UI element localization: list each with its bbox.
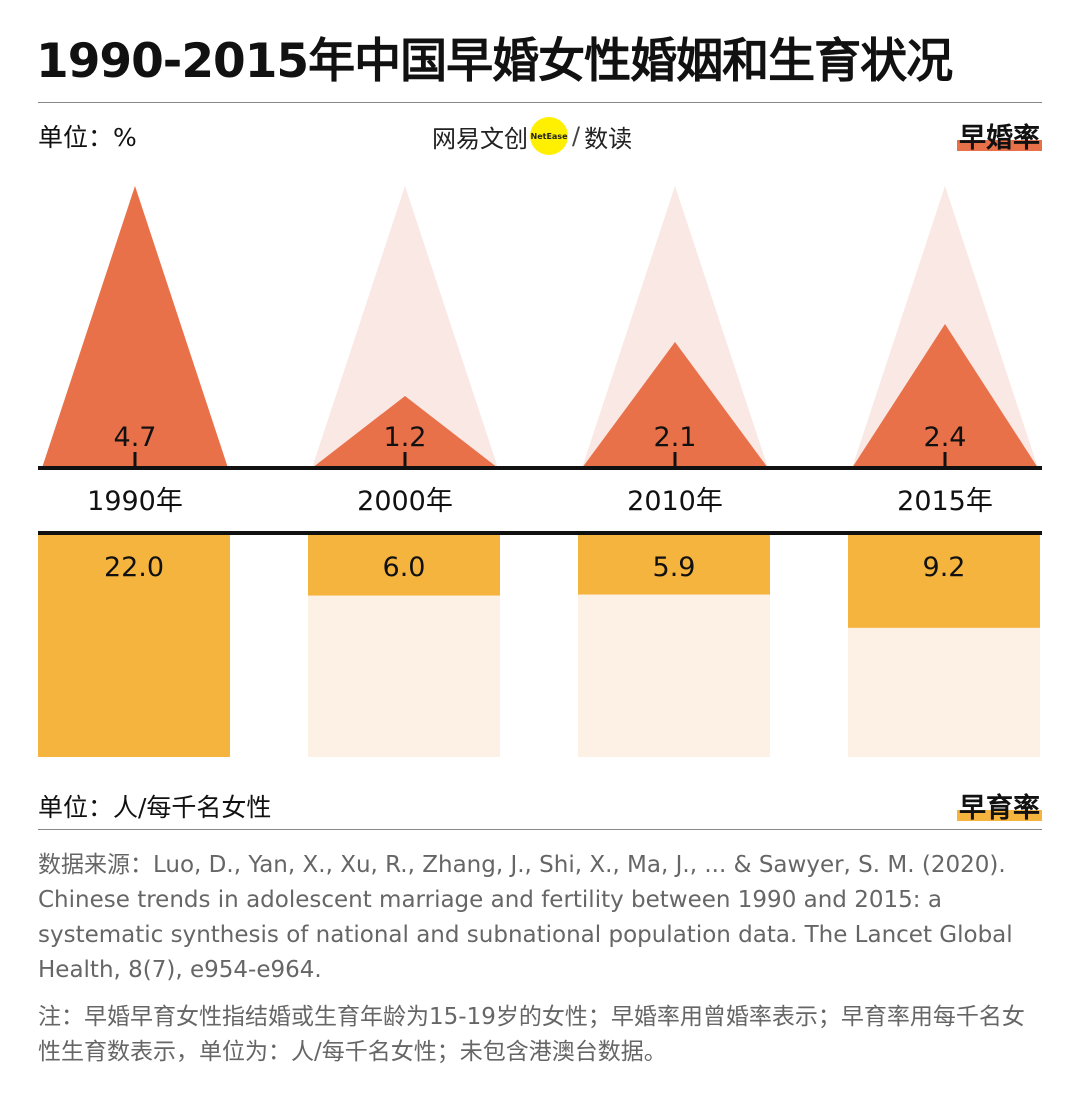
value-label: 4.7	[114, 422, 157, 453]
value-label: 5.9	[653, 552, 696, 583]
triangle	[312, 396, 498, 468]
legend-entry: 早婚率	[957, 116, 1042, 155]
bar	[308, 535, 500, 596]
x-tick-label: 2015年	[897, 486, 993, 517]
value-label: 2.4	[924, 422, 967, 453]
triangle-background	[582, 186, 768, 468]
value-label: 9.2	[923, 552, 966, 583]
logo-badge: NetEase	[530, 117, 568, 155]
bar	[578, 535, 770, 595]
source: 数据来源：Luo, D., Yan, X., Xu, R., Zhang, J.…	[38, 852, 1013, 983]
value-label: 22.0	[104, 552, 164, 583]
triangle	[582, 342, 768, 468]
value-label: 6.0	[383, 552, 426, 583]
value-label: 2.1	[654, 422, 697, 453]
note: 注：早婚早育女性指结婚或生育年龄为15-19岁的女性；早婚率用曾婚率表示；早育率…	[38, 1004, 1025, 1065]
logo: 网易文创 NetEase / 数读	[432, 116, 632, 156]
chart: 4.7 1.2 2.1 2.4 1990年 2000年 2010年 2015年 22.0 6.0 5…	[38, 186, 1042, 757]
x-tick-label: 1990年	[87, 486, 183, 517]
divider	[38, 829, 1042, 830]
x-tick-label: 2000年	[357, 486, 453, 517]
unit-label: 单位：%	[38, 123, 137, 152]
legend-entry: 早育率	[957, 786, 1042, 825]
title: 1990-2015年中国早婚女性婚姻和生育状况	[36, 34, 953, 89]
unit-label: 单位：人/每千名女性	[38, 793, 272, 822]
triangle	[42, 186, 228, 468]
bar	[848, 535, 1040, 628]
bar	[38, 535, 230, 757]
triangle	[852, 324, 1038, 468]
divider	[38, 102, 1042, 103]
x-tick-label: 2010年	[627, 486, 723, 517]
logo-text: 网易文创	[432, 124, 528, 153]
logo-text: 数读	[584, 124, 633, 153]
value-label: 1.2	[384, 422, 427, 453]
triangle-background	[312, 186, 498, 468]
